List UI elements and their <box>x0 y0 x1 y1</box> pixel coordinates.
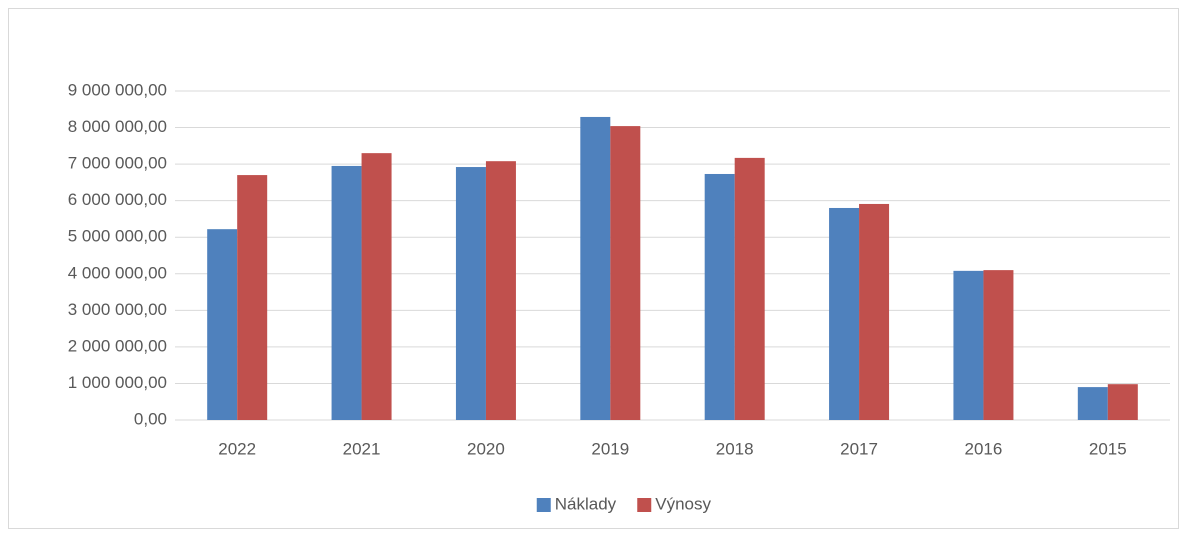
legend-label: Výnosy <box>655 494 711 513</box>
bar <box>1107 384 1138 420</box>
y-tick-label: 2 000 000,00 <box>68 336 167 355</box>
y-tick-label: 5 000 000,00 <box>68 227 167 246</box>
legend-swatch <box>637 498 652 512</box>
bar <box>207 229 238 420</box>
y-tick-label: 1 000 000,00 <box>68 373 167 392</box>
bar <box>1077 387 1108 420</box>
x-tick-label: 2017 <box>840 439 878 458</box>
bar <box>953 270 984 420</box>
bar <box>331 165 362 420</box>
bar <box>237 175 268 420</box>
y-tick-label: 7 000 000,00 <box>68 154 167 173</box>
bar <box>485 161 516 421</box>
x-tick-label: 2016 <box>965 439 1003 458</box>
bar <box>610 126 641 421</box>
bar <box>704 173 735 420</box>
x-tick-label: 2021 <box>343 439 381 458</box>
x-tick-label: 2020 <box>467 439 505 458</box>
x-tick-label: 2019 <box>591 439 629 458</box>
y-tick-label: 8 000 000,00 <box>68 117 167 136</box>
x-tick-label: 2018 <box>716 439 754 458</box>
bar <box>859 203 890 420</box>
bar <box>829 207 860 420</box>
x-tick-label: 2022 <box>218 439 256 458</box>
legend-swatch <box>536 498 551 512</box>
bar <box>455 167 486 420</box>
y-tick-label: 6 000 000,00 <box>68 190 167 209</box>
y-tick-label: 9 000 000,00 <box>68 80 167 99</box>
bar <box>580 116 611 421</box>
y-tick-label: 0,00 <box>134 409 167 428</box>
y-tick-label: 3 000 000,00 <box>68 300 167 319</box>
x-tick-label: 2015 <box>1089 439 1127 458</box>
bar <box>734 157 765 420</box>
y-tick-label: 4 000 000,00 <box>68 263 167 282</box>
bar <box>361 153 392 420</box>
bar <box>983 270 1014 420</box>
legend-label: Náklady <box>555 494 617 513</box>
